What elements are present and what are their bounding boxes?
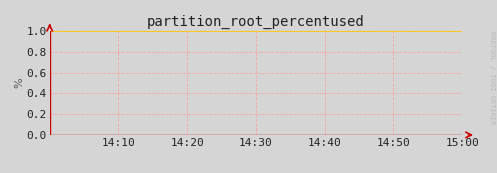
Title: partition_root_percentused: partition_root_percentused — [147, 15, 365, 29]
Y-axis label: %: % — [14, 78, 24, 88]
Text: RRDTOOL / TOBI OETIKER: RRDTOOL / TOBI OETIKER — [489, 31, 495, 125]
